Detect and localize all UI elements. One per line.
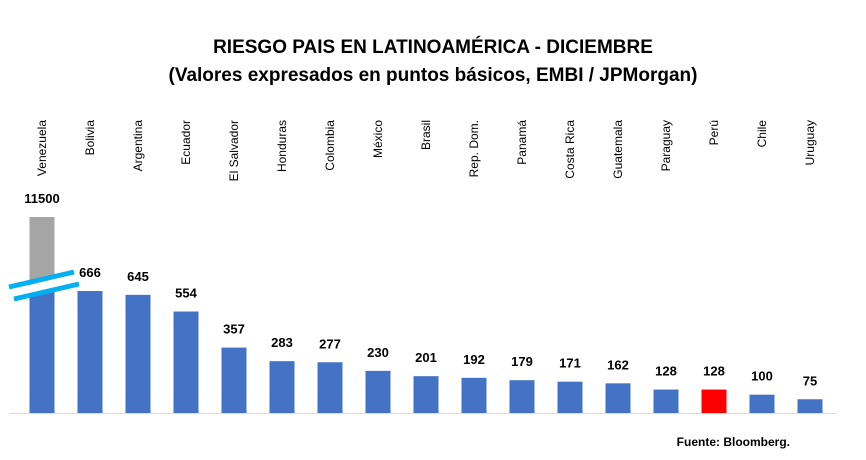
category-label: Brasil (419, 120, 433, 150)
bar (173, 311, 199, 413)
bar (29, 284, 55, 413)
axis-break-mark (13, 281, 80, 302)
data-label: 277 (319, 336, 341, 351)
data-label: 75 (803, 373, 817, 388)
source-note: Fuente: Bloomberg. (677, 435, 790, 449)
category-label: Perú (707, 120, 721, 145)
data-label: 283 (271, 335, 293, 350)
bar (701, 389, 727, 413)
data-label: 666 (79, 265, 101, 280)
data-label: 192 (463, 352, 485, 367)
bar (653, 389, 679, 413)
bar (221, 347, 247, 413)
category-label: Costa Rica (563, 120, 577, 179)
bar (797, 399, 823, 413)
bar (365, 370, 391, 413)
category-label: México (371, 120, 385, 158)
category-label: Guatemala (611, 120, 625, 179)
axis-break-gap (12, 273, 72, 300)
bar (509, 380, 535, 413)
data-label: 100 (751, 369, 773, 384)
bar (461, 377, 487, 413)
category-label: Colombia (323, 120, 337, 171)
data-label: 645 (127, 269, 149, 284)
data-label: 11500 (24, 191, 59, 206)
category-label: Venezuela (35, 120, 49, 176)
category-label: Honduras (275, 120, 289, 172)
data-label: 201 (415, 350, 437, 365)
data-label: 357 (223, 322, 245, 337)
category-label: Uruguay (803, 120, 817, 165)
data-label: 179 (511, 354, 533, 369)
bar (749, 394, 775, 413)
data-label: 162 (607, 357, 629, 372)
bar (317, 362, 343, 413)
chart-title: RIESGO PAIS EN LATINOAMÉRICA - DICIEMBRE (213, 36, 653, 58)
data-label: 128 (703, 364, 725, 379)
bar (269, 361, 295, 413)
data-label: 554 (175, 286, 197, 301)
data-label: 171 (559, 356, 581, 371)
bar (125, 294, 151, 413)
category-label: El Salvador (227, 120, 241, 181)
bar (413, 376, 439, 413)
category-label: Rep. Dom. (467, 120, 481, 177)
category-label: Chile (755, 120, 769, 148)
bar (605, 383, 631, 413)
category-label: Bolivia (83, 120, 97, 156)
bar (557, 381, 583, 413)
bar (77, 291, 103, 413)
category-label: Ecuador (179, 120, 193, 165)
category-label: Panamá (515, 120, 529, 165)
data-label: 230 (367, 345, 389, 360)
chart-subtitle: (Valores expresados en puntos básicos, E… (169, 65, 698, 86)
axis-break-mark (8, 269, 75, 290)
category-label: Paraguay (659, 120, 673, 171)
data-label: 128 (655, 364, 677, 379)
category-label: Argentina (131, 120, 145, 172)
